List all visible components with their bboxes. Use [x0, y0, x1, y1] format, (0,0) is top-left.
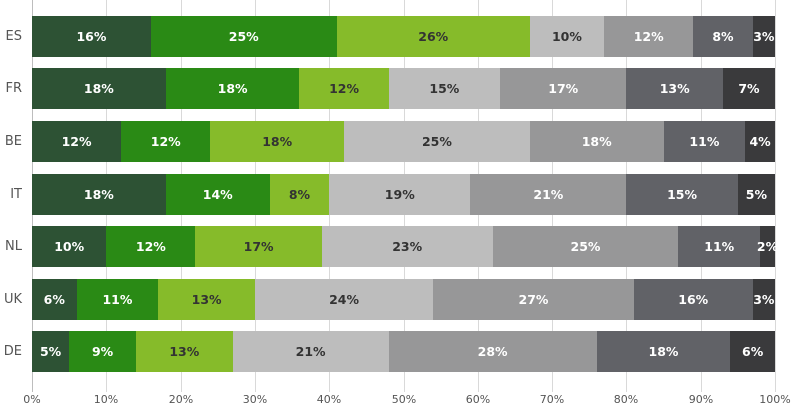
bar-segment: 16% [633, 279, 753, 320]
bar-segment: 3% [752, 16, 775, 57]
bar-segment: 12% [299, 68, 389, 109]
bar-segment: 24% [254, 279, 434, 320]
category-label: IT [10, 187, 22, 202]
bar-segment: 7% [722, 68, 775, 109]
category-label: FR [5, 81, 22, 96]
bar-segment: 12% [32, 121, 122, 162]
bar-segment: 18% [596, 331, 731, 372]
bar-segment: 5% [32, 331, 70, 372]
bar-segment: 23% [321, 226, 493, 267]
bar-nl: 10% 12% 17% 23% 25% 11% 2% [32, 226, 778, 267]
bar-segment: 18% [32, 174, 166, 215]
bar-segment: 10% [529, 16, 605, 57]
bar-segment: 13% [158, 279, 255, 320]
bar-segment: 18% [165, 68, 300, 109]
bar-segment: 3% [752, 279, 775, 320]
bar-segment: 13% [626, 68, 723, 109]
bar-segment: 21% [470, 174, 627, 215]
bar-segment: 12% [604, 16, 694, 57]
category-label: UK [3, 292, 22, 307]
bar-segment: 8% [269, 174, 330, 215]
bar-segment: 17% [500, 68, 627, 109]
category-label: ES [5, 29, 22, 44]
category-label: NL [5, 239, 22, 254]
bar-segment: 18% [210, 121, 345, 162]
bar-es: 16% 25% 26% 10% 12% 8% 3% [32, 16, 775, 57]
bar-segment: 16% [32, 16, 151, 57]
bar-de: 5% 9% 13% 21% 28% 18% 6% [32, 331, 775, 372]
bar-segment: 8% [693, 16, 753, 57]
bar-segment: 19% [329, 174, 471, 215]
bar-segment: 6% [730, 331, 775, 372]
bar-segment: 11% [663, 121, 746, 162]
bar-segment: 2% [757, 226, 778, 267]
bar-segment: 6% [32, 279, 77, 320]
category-label: DE [3, 344, 22, 359]
bar-segment: 15% [388, 68, 501, 109]
bar-segment: 28% [388, 331, 597, 372]
bar-segment: 18% [32, 68, 166, 109]
bar-segment: 21% [232, 331, 389, 372]
bar-segment: 4% [745, 121, 775, 162]
bar-segment: 13% [136, 331, 233, 372]
bar-segment: 12% [106, 226, 196, 267]
bar-be: 12% 12% 18% 25% 18% 11% 4% [32, 121, 775, 162]
bar-segment: 25% [492, 226, 679, 267]
bar-segment: 15% [626, 174, 738, 215]
bar-segment: 25% [150, 16, 337, 57]
bar-segment: 14% [165, 174, 270, 215]
bar-segment: 27% [433, 279, 634, 320]
bar-segment: 5% [737, 174, 775, 215]
gridline [775, 0, 776, 392]
category-label: BE [4, 134, 22, 149]
bar-segment: 17% [195, 226, 322, 267]
bar-segment: 26% [336, 16, 530, 57]
bar-segment: 10% [32, 226, 107, 267]
bar-segment: 25% [344, 121, 530, 162]
bar-segment: 11% [76, 279, 159, 320]
bar-segment: 9% [69, 331, 136, 372]
bar-segment: 18% [529, 121, 664, 162]
bar-it: 18% 14% 8% 19% 21% 15% 5% [32, 174, 775, 215]
bar-segment: 12% [121, 121, 211, 162]
bar-fr: 18% 18% 12% 15% 17% 13% 7% [32, 68, 775, 109]
bar-segment: 11% [678, 226, 761, 267]
bar-uk: 6% 11% 13% 24% 27% 16% 3% [32, 279, 775, 320]
